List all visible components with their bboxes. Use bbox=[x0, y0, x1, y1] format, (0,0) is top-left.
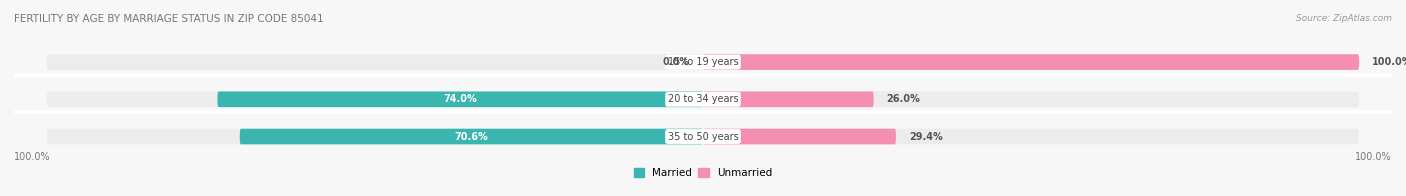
FancyBboxPatch shape bbox=[46, 54, 1360, 70]
Text: 70.6%: 70.6% bbox=[454, 132, 488, 142]
FancyBboxPatch shape bbox=[703, 92, 873, 107]
Text: 15 to 19 years: 15 to 19 years bbox=[668, 57, 738, 67]
Text: 20 to 34 years: 20 to 34 years bbox=[668, 94, 738, 104]
Text: 29.4%: 29.4% bbox=[910, 132, 943, 142]
Text: 100.0%: 100.0% bbox=[1355, 152, 1392, 162]
Text: FERTILITY BY AGE BY MARRIAGE STATUS IN ZIP CODE 85041: FERTILITY BY AGE BY MARRIAGE STATUS IN Z… bbox=[14, 14, 323, 24]
Text: 0.0%: 0.0% bbox=[662, 57, 690, 67]
FancyBboxPatch shape bbox=[240, 129, 703, 144]
FancyBboxPatch shape bbox=[703, 129, 896, 144]
Text: 100.0%: 100.0% bbox=[1372, 57, 1406, 67]
FancyBboxPatch shape bbox=[703, 54, 1360, 70]
Text: 100.0%: 100.0% bbox=[14, 152, 51, 162]
FancyBboxPatch shape bbox=[46, 92, 1360, 107]
Legend: Married, Unmarried: Married, Unmarried bbox=[634, 168, 772, 178]
Text: 26.0%: 26.0% bbox=[887, 94, 921, 104]
Text: Source: ZipAtlas.com: Source: ZipAtlas.com bbox=[1296, 14, 1392, 23]
FancyBboxPatch shape bbox=[46, 129, 1360, 144]
Text: 35 to 50 years: 35 to 50 years bbox=[668, 132, 738, 142]
FancyBboxPatch shape bbox=[218, 92, 703, 107]
Text: 74.0%: 74.0% bbox=[443, 94, 477, 104]
